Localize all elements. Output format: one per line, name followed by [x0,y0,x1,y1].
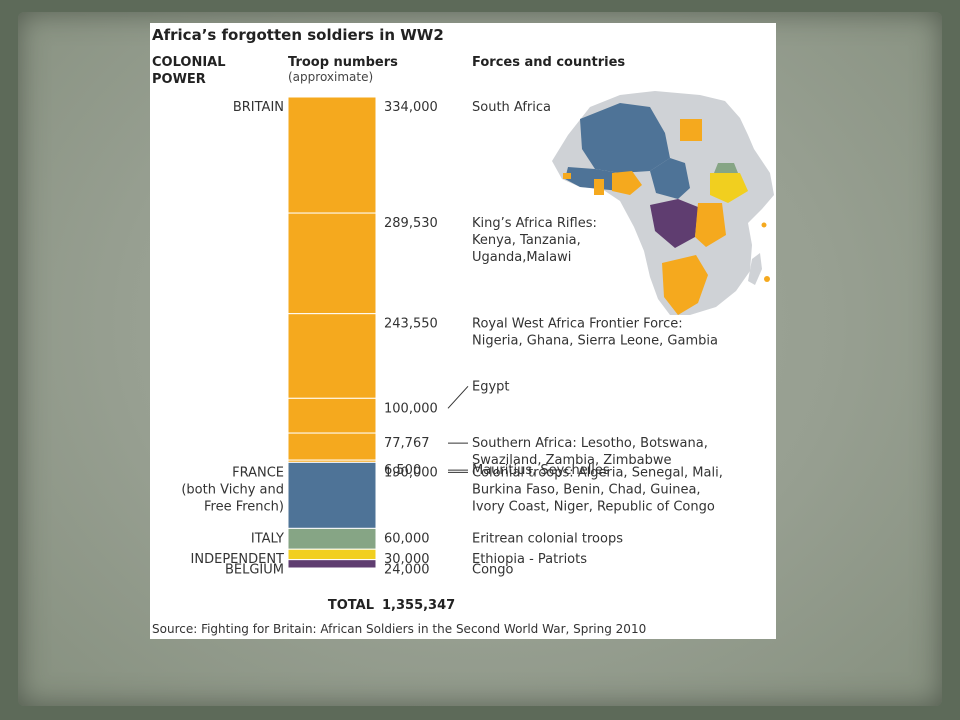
map-southern-africa [662,255,708,315]
map-french-chad [650,158,690,199]
bar-segment [287,397,377,434]
stacked-bar [287,96,377,569]
value-label: 77,767 [384,436,430,451]
bar-segment [287,96,377,214]
value-label: 289,530 [384,216,438,231]
bar-segment [287,432,377,461]
forces-text: Congo [472,563,514,578]
map-eritrea [714,163,738,173]
map-seychelles [761,222,767,228]
power-label: BRITAIN [233,100,284,115]
value-label: 30,000 [384,552,430,567]
header-troops: Troop numbers [288,55,398,70]
value-label: 190,000 [384,465,438,480]
value-label: 334,000 [384,100,438,115]
map-belgian-congo [650,199,698,248]
bar-segment [287,527,377,550]
forces-text: Kenya, Tanzania, [472,233,581,248]
map-kenya-tanzania [695,203,726,247]
forces-text: Mauritius, Seychelles [472,463,610,478]
power-label: BELGIUM [225,563,284,578]
map-nigeria [612,171,642,195]
chart-svg: Africa’s forgotten soldiers in WW2 COLON… [152,26,774,636]
africa-map [552,91,774,315]
forces-text: Colonial troops: Algeria, Senegal, Mali, [472,465,723,480]
total-label: TOTAL [328,598,374,613]
bar-labels: 334,000 South Africa 289,530 King’s Africa … [181,100,722,578]
madagascar [748,253,762,285]
forces-text: Eritrean colonial troops [472,531,623,546]
total-value: 1,355,347 [382,598,455,613]
power-label: INDEPENDENT [191,552,285,567]
forces-text: Egypt [472,379,510,394]
map-ethiopia [710,173,748,203]
header-forces: Forces and countries [472,55,625,70]
bar-segment [287,559,377,569]
header-power-line-2: POWER [152,72,206,87]
map-gambia-sierraleone [563,173,571,179]
value-label: 100,000 [384,401,438,416]
forces-text: Nigeria, Ghana, Sierra Leone, Gambia [472,334,718,349]
connector-line [447,385,469,409]
bar-segment [287,313,377,399]
value-label: 60,000 [384,531,430,546]
map-french-north [580,103,670,173]
bar-segment [287,461,377,529]
power-label: FRANCE [232,465,284,480]
forces-text: Swaziland, Zambia, Zimbabwe [472,453,672,468]
value-label: 6,500 [384,463,421,478]
power-label: (both Vichy and [181,482,284,497]
value-label: 243,550 [384,317,438,332]
forces-text: Ethiopia - Patriots [472,552,587,567]
forces-text: Southern Africa: Lesotho, Botswana, [472,436,708,451]
map-egypt [680,119,702,141]
map-ghana [594,179,604,195]
infographic: Africa’s forgotten soldiers in WW2 COLON… [150,23,776,639]
power-label: ITALY [251,531,284,546]
forces-text: Ivory Coast, Niger, Republic of Congo [472,499,715,514]
map-mauritius [764,276,770,282]
forces-text: Uganda,Malawi [472,250,571,265]
value-label: 24,000 [384,563,430,578]
source-note: Source: Fighting for Britain: African So… [152,622,646,636]
chart-title: Africa’s forgotten soldiers in WW2 [152,26,444,44]
header-power-line-1: COLONIAL [152,55,226,70]
header-troops-note: (approximate) [288,70,373,84]
forces-text: South Africa [472,100,551,115]
forces-text: Burkina Faso, Benin, Chad, Guinea, [472,482,701,497]
bar-segment [287,212,377,315]
power-label: Free French) [204,499,284,514]
forces-text: King’s Africa Rifles: [472,216,597,231]
bar-segment [287,548,377,561]
forces-text: Royal West Africa Frontier Force: [472,317,683,332]
